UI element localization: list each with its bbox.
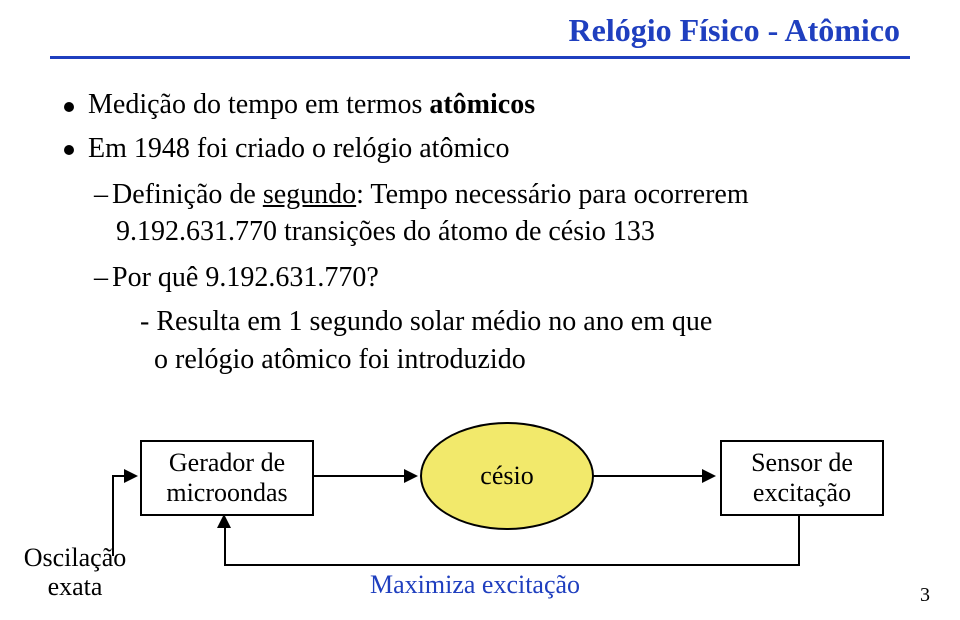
subq-text: Por quê 9.192.631.770?: [112, 262, 379, 293]
def-pre: Definição de: [112, 179, 263, 210]
dash-icon: –: [94, 259, 112, 297]
feedback-horiz: [224, 564, 800, 566]
feedback-head-icon: [217, 514, 231, 528]
def-under: segundo: [263, 179, 356, 210]
slide-title: Relógio Físico - Atômico: [569, 12, 900, 49]
bullet-1: Medição do tempo em termos atômicos: [90, 86, 890, 124]
maximiza-label: Maximiza excitação: [370, 570, 580, 600]
osc-l2: exata: [48, 572, 103, 601]
suba2: o relógio atômico foi introduzido: [154, 344, 526, 375]
suba1: Resulta em 1 segundo solar médio no ano …: [156, 306, 712, 337]
bullet-dot-icon: [64, 145, 74, 155]
box-gerador: Gerador de microondas: [140, 440, 314, 516]
sub-answer: - Resulta em 1 segundo solar médio no an…: [140, 303, 890, 379]
bullet-dot-icon: [64, 102, 74, 112]
arrow-2-head-icon: [702, 469, 716, 483]
osc-label: Oscilação exata: [10, 544, 140, 601]
osc-l1: Oscilação: [24, 543, 127, 572]
box-right-l2: excitação: [753, 478, 851, 508]
box-right-l1: Sensor de: [751, 448, 853, 478]
box-left-l1: Gerador de: [169, 448, 285, 478]
title-rule: [50, 56, 910, 59]
arrow-2-line: [592, 475, 704, 477]
box-left-l2: microondas: [166, 478, 287, 508]
bullet1-pre: Medição do tempo em termos: [88, 89, 429, 120]
ellipse-cesio: césio: [420, 422, 594, 530]
bullet2-text: Em 1948 foi criado o relógio atômico: [88, 133, 509, 164]
arrow-1-head-icon: [404, 469, 418, 483]
bullet1-bold: atômicos: [429, 89, 535, 120]
max-text: Maximiza excitação: [370, 570, 580, 599]
dash-icon: –: [94, 176, 112, 214]
sub-question: –Por quê 9.192.631.770?: [116, 259, 890, 297]
page-number: 3: [920, 584, 930, 607]
diagram: Gerador de microondas césio Sensor de ex…: [0, 420, 960, 620]
arrow-1-line: [312, 475, 406, 477]
sub-definition: –Definição de segundo: Tempo necessário …: [116, 176, 890, 252]
ellipse-label: césio: [480, 461, 533, 491]
hyphen-icon: -: [140, 306, 156, 337]
content-area: Medição do tempo em termos atômicos Em 1…: [90, 80, 890, 379]
box-sensor: Sensor de excitação: [720, 440, 884, 516]
feedback-down: [798, 514, 800, 566]
feedback-up: [224, 526, 226, 566]
bullet-2: Em 1948 foi criado o relógio atômico: [90, 130, 890, 168]
title-text: Relógio Físico - Atômico: [569, 12, 900, 48]
osc-head-icon: [124, 469, 138, 483]
